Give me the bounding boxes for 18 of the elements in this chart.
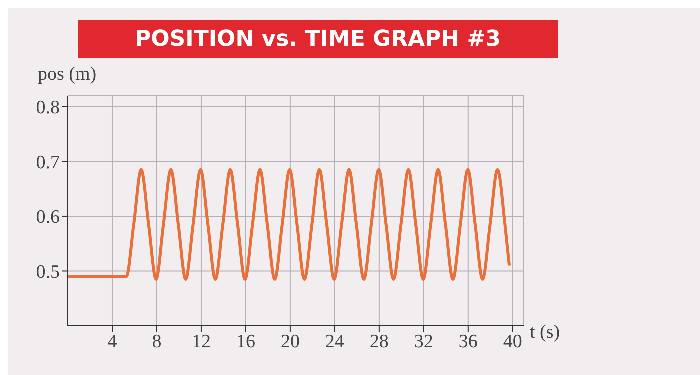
- x-tick-label: 28: [370, 331, 389, 352]
- x-tick-label: 16: [236, 331, 256, 352]
- chart-title: POSITION vs. TIME GRAPH #3: [78, 20, 558, 58]
- x-axis-title: t (s): [530, 322, 560, 344]
- y-tick-label: 0.7: [36, 152, 60, 174]
- line-series: [68, 168, 512, 281]
- y-axis-title: pos (m): [38, 64, 97, 86]
- y-tick-label: 0.6: [36, 207, 60, 228]
- y-tick-label: 0.5: [36, 262, 60, 283]
- x-tick-label: 24: [325, 331, 345, 352]
- x-tick-label: 36: [458, 331, 478, 352]
- x-tick-label: 4: [108, 331, 118, 352]
- y-tick-label: 0.8: [36, 98, 60, 119]
- x-tick-label: 20: [280, 331, 300, 352]
- x-tick-label: 12: [192, 331, 211, 352]
- x-tick-label: 40: [503, 331, 522, 352]
- x-tick-label: 8: [152, 331, 162, 352]
- x-tick-label: 32: [414, 331, 434, 352]
